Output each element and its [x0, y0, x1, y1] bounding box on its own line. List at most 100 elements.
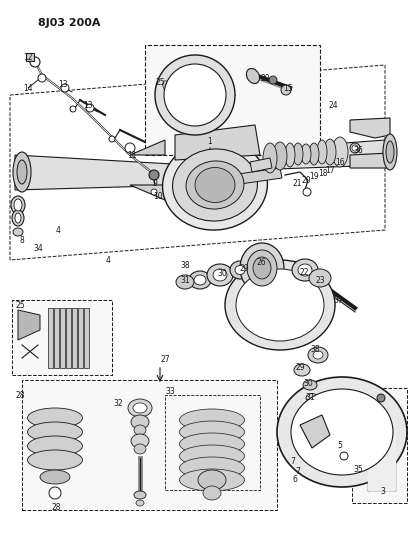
Ellipse shape: [252, 257, 270, 279]
Ellipse shape: [246, 250, 276, 286]
Ellipse shape: [155, 55, 234, 135]
Bar: [72, 308, 77, 368]
Text: 21: 21: [292, 179, 301, 188]
Ellipse shape: [172, 149, 257, 221]
Ellipse shape: [177, 91, 188, 105]
Bar: [48, 308, 53, 368]
Text: 7: 7: [295, 467, 300, 477]
Ellipse shape: [300, 144, 310, 164]
Ellipse shape: [134, 425, 146, 435]
Ellipse shape: [131, 415, 148, 429]
Text: 20: 20: [260, 74, 269, 83]
Ellipse shape: [349, 143, 359, 153]
Polygon shape: [237, 168, 281, 184]
Circle shape: [38, 74, 46, 82]
Text: 4: 4: [105, 255, 110, 264]
Text: 31: 31: [180, 276, 189, 285]
Ellipse shape: [291, 259, 317, 281]
Ellipse shape: [128, 399, 152, 417]
Ellipse shape: [308, 269, 330, 287]
Ellipse shape: [272, 142, 286, 170]
Ellipse shape: [331, 137, 347, 167]
Ellipse shape: [162, 81, 173, 95]
Ellipse shape: [27, 422, 82, 442]
Ellipse shape: [136, 500, 144, 506]
Text: 22: 22: [299, 268, 308, 277]
Polygon shape: [367, 430, 394, 490]
Text: 15: 15: [283, 84, 292, 93]
Text: 25: 25: [155, 77, 164, 86]
Ellipse shape: [246, 68, 259, 84]
Circle shape: [376, 394, 384, 402]
Polygon shape: [15, 155, 189, 190]
Text: 14: 14: [23, 84, 33, 93]
Text: 20: 20: [301, 175, 310, 184]
Polygon shape: [175, 125, 259, 160]
Ellipse shape: [225, 260, 334, 350]
Ellipse shape: [308, 143, 318, 165]
Circle shape: [268, 76, 276, 84]
Bar: [26, 53, 34, 61]
Ellipse shape: [179, 433, 244, 455]
Text: 35: 35: [352, 465, 362, 474]
Text: 6: 6: [292, 475, 297, 484]
Ellipse shape: [316, 140, 326, 164]
Text: 27: 27: [160, 356, 169, 365]
Polygon shape: [349, 118, 389, 138]
Text: 38: 38: [180, 261, 189, 270]
Ellipse shape: [175, 275, 193, 289]
Ellipse shape: [290, 389, 392, 475]
Ellipse shape: [186, 161, 243, 209]
Ellipse shape: [179, 457, 244, 479]
Ellipse shape: [234, 265, 245, 274]
Ellipse shape: [280, 85, 290, 95]
Ellipse shape: [162, 140, 267, 230]
Ellipse shape: [171, 87, 182, 101]
Text: 8: 8: [20, 236, 24, 245]
Ellipse shape: [133, 403, 147, 413]
Circle shape: [30, 57, 40, 67]
Polygon shape: [249, 158, 271, 172]
Circle shape: [86, 104, 94, 112]
Text: 30: 30: [302, 378, 312, 387]
Bar: [78, 308, 83, 368]
Ellipse shape: [385, 141, 393, 163]
Ellipse shape: [229, 261, 249, 279]
Ellipse shape: [179, 409, 244, 431]
Ellipse shape: [292, 143, 302, 165]
Ellipse shape: [207, 264, 232, 286]
Text: 30: 30: [217, 269, 226, 278]
Text: 24: 24: [327, 101, 337, 109]
Circle shape: [302, 188, 310, 196]
Text: 28: 28: [15, 391, 25, 400]
Text: 11: 11: [127, 150, 137, 159]
Ellipse shape: [13, 152, 31, 192]
Ellipse shape: [12, 210, 24, 226]
Ellipse shape: [14, 199, 22, 211]
Text: 3: 3: [380, 488, 384, 497]
Ellipse shape: [198, 470, 225, 490]
Ellipse shape: [323, 139, 335, 165]
Text: 10: 10: [153, 191, 162, 200]
Ellipse shape: [193, 275, 205, 285]
Text: 5: 5: [337, 440, 342, 449]
Text: 8J03 200A: 8J03 200A: [38, 18, 100, 28]
Polygon shape: [130, 185, 164, 200]
Ellipse shape: [11, 196, 25, 214]
Ellipse shape: [293, 364, 309, 376]
Text: 31: 31: [304, 392, 314, 401]
Ellipse shape: [302, 380, 316, 390]
Text: 34: 34: [33, 244, 43, 253]
Circle shape: [348, 467, 354, 473]
Bar: [164, 395, 259, 490]
Polygon shape: [130, 140, 164, 155]
Bar: [351, 388, 406, 503]
Ellipse shape: [15, 213, 21, 223]
Ellipse shape: [236, 269, 323, 341]
Ellipse shape: [382, 134, 396, 170]
Ellipse shape: [297, 264, 311, 276]
Text: 9: 9: [152, 179, 157, 188]
Text: 23: 23: [315, 276, 324, 285]
Ellipse shape: [27, 408, 82, 428]
Polygon shape: [349, 153, 389, 168]
